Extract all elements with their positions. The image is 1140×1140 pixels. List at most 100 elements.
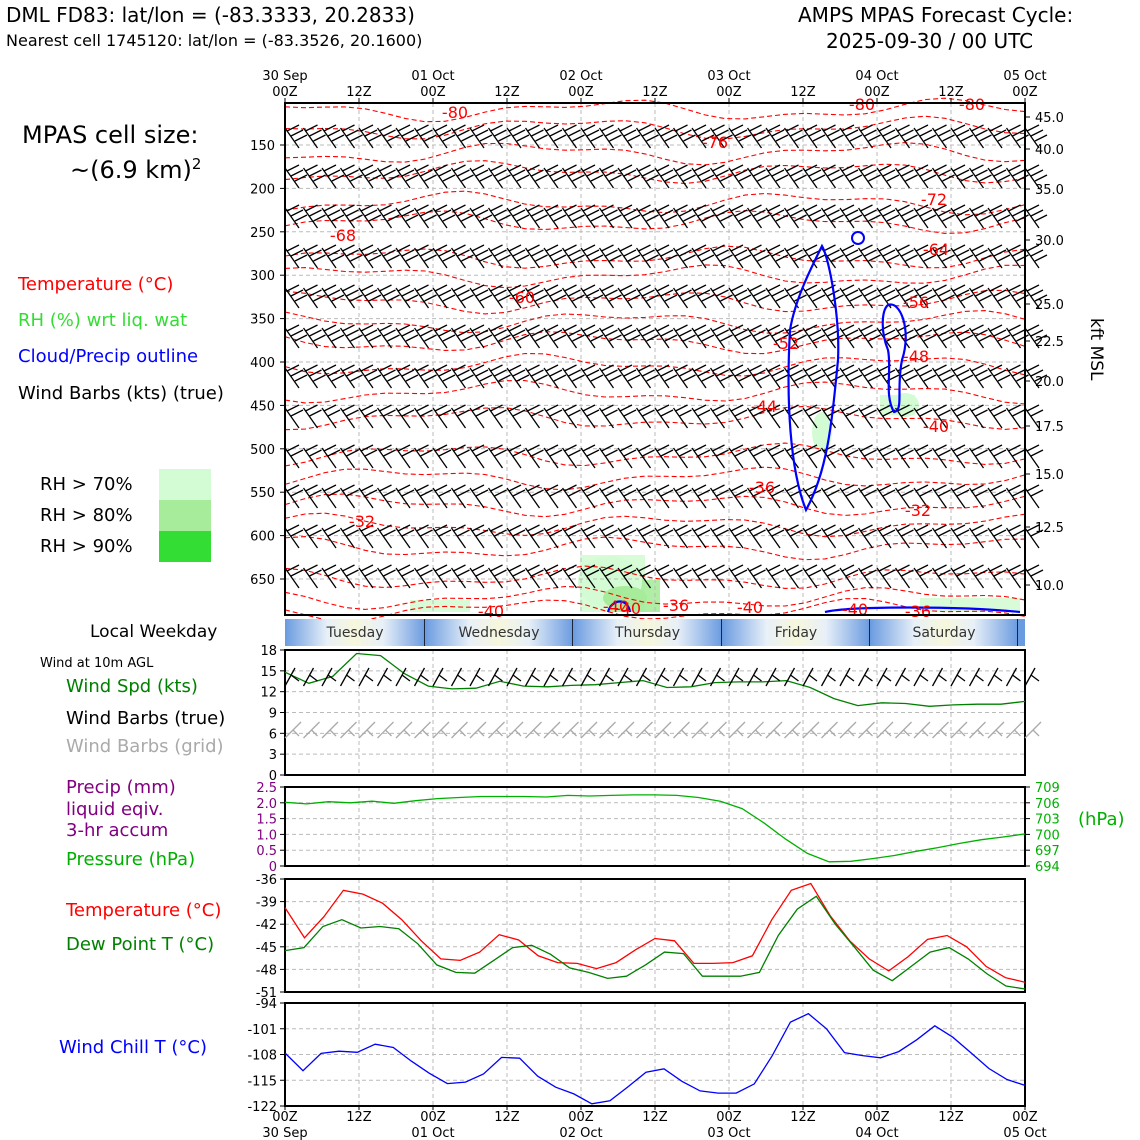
wind-barb [1024,404,1044,429]
wind-barb [1024,564,1044,589]
wind-barb [728,364,752,389]
surface-wind-barb [413,667,429,687]
wind-barb [728,284,752,309]
grid-wind-barb [562,721,579,739]
wind-barb [413,404,433,429]
wind-barb [432,524,452,549]
wind-barb [321,124,345,149]
wind-barb [820,524,840,549]
wind-barb [728,484,748,509]
wind-barb [617,404,637,429]
wind-barb [598,564,618,589]
wind-barb [561,244,585,269]
wind-barb [284,204,308,229]
wind-barb [913,444,933,469]
wind-barb [654,324,678,349]
bottom-hour-label: 00Z [272,1110,298,1125]
wind-barb [487,164,511,189]
wind-barb [561,364,585,389]
wind-barb [302,284,326,309]
wind-barb [487,564,507,589]
dewpoint-line [284,895,1026,990]
wind-barb [376,404,396,429]
wind-barb [820,564,840,589]
wind-barb [691,124,715,149]
wind-barb [746,524,766,549]
temperature-contour-label: -32 [349,512,375,531]
wind-barb [654,364,678,389]
wind-barb [339,364,363,389]
surface-wind-barb [487,667,503,687]
wind-barb [876,564,896,589]
wind-barb [802,444,822,469]
wind-barb [543,164,567,189]
bottom-hour-label: 00Z [1012,1110,1038,1125]
wind-barb [395,244,419,269]
wind-barb [987,564,1007,589]
wind-barb [654,524,674,549]
wind-barb [820,124,844,149]
wind-barb [746,444,766,469]
wind-barb [1005,244,1029,269]
wind-barb [1005,204,1029,229]
wind-barb [395,164,419,189]
temperature-contour-label: -72 [921,190,947,209]
top-hour-label: 00Z [568,85,594,100]
grid-wind-barb [284,721,302,739]
grid-wind-barb [525,721,542,739]
pressure-tick-label: 600 [250,530,275,545]
wind-barb [543,124,567,149]
wind-barb [321,204,345,229]
wind-barb [339,404,359,429]
wind-barb [839,364,863,389]
temperature-contour-label: -80 [849,95,875,114]
top-date-label: 01 Oct [411,69,454,84]
wind-barb [654,204,678,229]
wind-barb [987,124,1011,149]
hpa-unit-label: (hPa) [1078,809,1125,830]
cloud-outline [824,606,1021,614]
pressure-tick-label: 700 [1035,828,1060,843]
wind-barb [931,124,955,149]
wind-barb [580,404,600,429]
wind-barb [931,284,955,309]
wind-barb [950,404,970,429]
grid-wind-barb [506,721,524,739]
grid-wind-barb [691,721,709,739]
wind-barb [1024,244,1048,269]
wind-barb [728,444,748,469]
wind-barb [691,404,711,429]
wind-barb [395,524,415,549]
bottom-date-label: 01 Oct [411,1126,454,1140]
wind-barb [450,484,470,509]
grid-wind-barb [932,721,949,739]
grid-wind-barb [469,721,487,739]
wind-barb [635,484,655,509]
y-tick-label: -48 [256,963,277,978]
wind-barb [580,564,600,589]
wind-barb [987,244,1011,269]
wind-barb [672,484,692,509]
wind-barb [783,404,803,429]
temperature-contour [284,245,1026,269]
kft-tick-label: 10.0 [1035,579,1064,594]
wind-barb [987,524,1007,549]
wind-barb [802,404,822,429]
wind-barb [432,364,456,389]
wind-barb [746,204,770,229]
wind-barb [284,324,308,349]
bottom-hour-label: 00Z [420,1110,446,1125]
wind-barb [543,244,567,269]
wind-speed-line [284,652,1026,707]
wind-barb [358,244,382,269]
wind-barb [506,524,526,549]
temperature-contour [284,97,1026,123]
wind-barb [857,124,881,149]
grid-wind-barb [987,721,1005,739]
surface-wind-barb [506,667,522,687]
wind-barb [968,524,988,549]
wind-barb [543,364,567,389]
wind-barb [413,244,437,269]
surface-wind-barb [284,667,300,687]
wind-spd-label: Wind Spd (kts) [66,676,198,697]
